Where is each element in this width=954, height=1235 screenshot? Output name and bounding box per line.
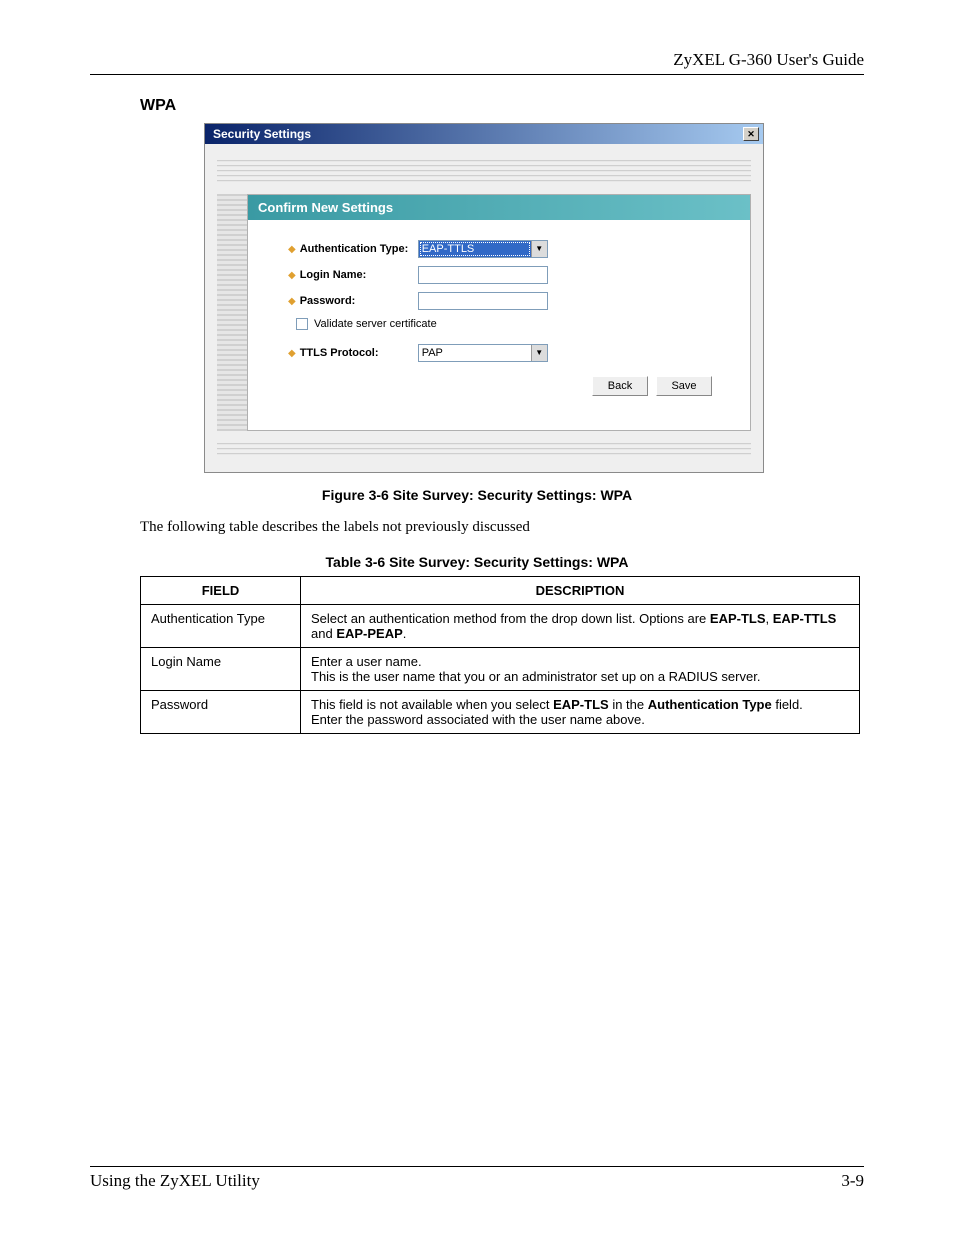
bullet-icon: ◆ <box>288 270 296 281</box>
back-button[interactable]: Back <box>592 376 648 396</box>
validate-cert-checkbox[interactable] <box>296 318 308 330</box>
panel-header: Confirm New Settings <box>248 195 750 220</box>
chevron-down-icon[interactable]: ▼ <box>531 241 547 257</box>
footer-left: Using the ZyXEL Utility <box>90 1171 260 1191</box>
panel-left-stripes <box>217 194 247 431</box>
label-ttls-protocol: TTLS Protocol: <box>300 347 418 359</box>
label-validate-cert: Validate server certificate <box>314 318 437 330</box>
table-cell-description: This field is not available when you sel… <box>301 691 860 734</box>
table-cell-field: Login Name <box>141 648 301 691</box>
footer-right: 3-9 <box>841 1171 864 1191</box>
bullet-icon: ◆ <box>288 348 296 359</box>
label-login-name: Login Name: <box>300 269 418 281</box>
figure-caption: Figure 3-6 Site Survey: Security Setting… <box>90 487 864 503</box>
body-text: The following table describes the labels… <box>140 519 864 536</box>
table-cell-description: Enter a user name.This is the user name … <box>301 648 860 691</box>
window-titlebar: Security Settings ✕ <box>205 124 763 144</box>
table-caption: Table 3-6 Site Survey: Security Settings… <box>90 554 864 570</box>
window-title: Security Settings <box>213 127 311 141</box>
table-cell-field: Password <box>141 691 301 734</box>
table-header-description: DESCRIPTION <box>301 577 860 605</box>
decor-lines-top <box>217 160 751 182</box>
chevron-down-icon[interactable]: ▼ <box>531 345 547 361</box>
ttls-protocol-value: PAP <box>419 345 531 361</box>
bullet-icon: ◆ <box>288 296 296 307</box>
table-cell-field: Authentication Type <box>141 605 301 648</box>
table-header-field: FIELD <box>141 577 301 605</box>
table-row: Authentication TypeSelect an authenticat… <box>141 605 860 648</box>
section-heading-wpa: WPA <box>140 97 864 115</box>
close-icon[interactable]: ✕ <box>743 127 759 141</box>
doc-header: ZyXEL G-360 User's Guide <box>90 50 864 75</box>
table-cell-description: Select an authentication method from the… <box>301 605 860 648</box>
auth-type-select[interactable]: EAP-TTLS ▼ <box>418 240 548 258</box>
table-row: Login NameEnter a user name.This is the … <box>141 648 860 691</box>
screenshot-security-settings: Security Settings ✕ Confirm New Settings… <box>204 123 764 473</box>
bullet-icon: ◆ <box>288 244 296 255</box>
label-password: Password: <box>300 295 418 307</box>
description-table: FIELD DESCRIPTION Authentication TypeSel… <box>140 576 860 734</box>
table-row: PasswordThis field is not available when… <box>141 691 860 734</box>
auth-type-value: EAP-TTLS <box>419 241 531 257</box>
label-auth-type: Authentication Type: <box>300 243 418 255</box>
password-input[interactable] <box>418 292 548 310</box>
login-name-input[interactable] <box>418 266 548 284</box>
doc-footer: Using the ZyXEL Utility 3-9 <box>90 1166 864 1191</box>
decor-lines-bottom <box>217 443 751 455</box>
save-button[interactable]: Save <box>656 376 712 396</box>
ttls-protocol-select[interactable]: PAP ▼ <box>418 344 548 362</box>
